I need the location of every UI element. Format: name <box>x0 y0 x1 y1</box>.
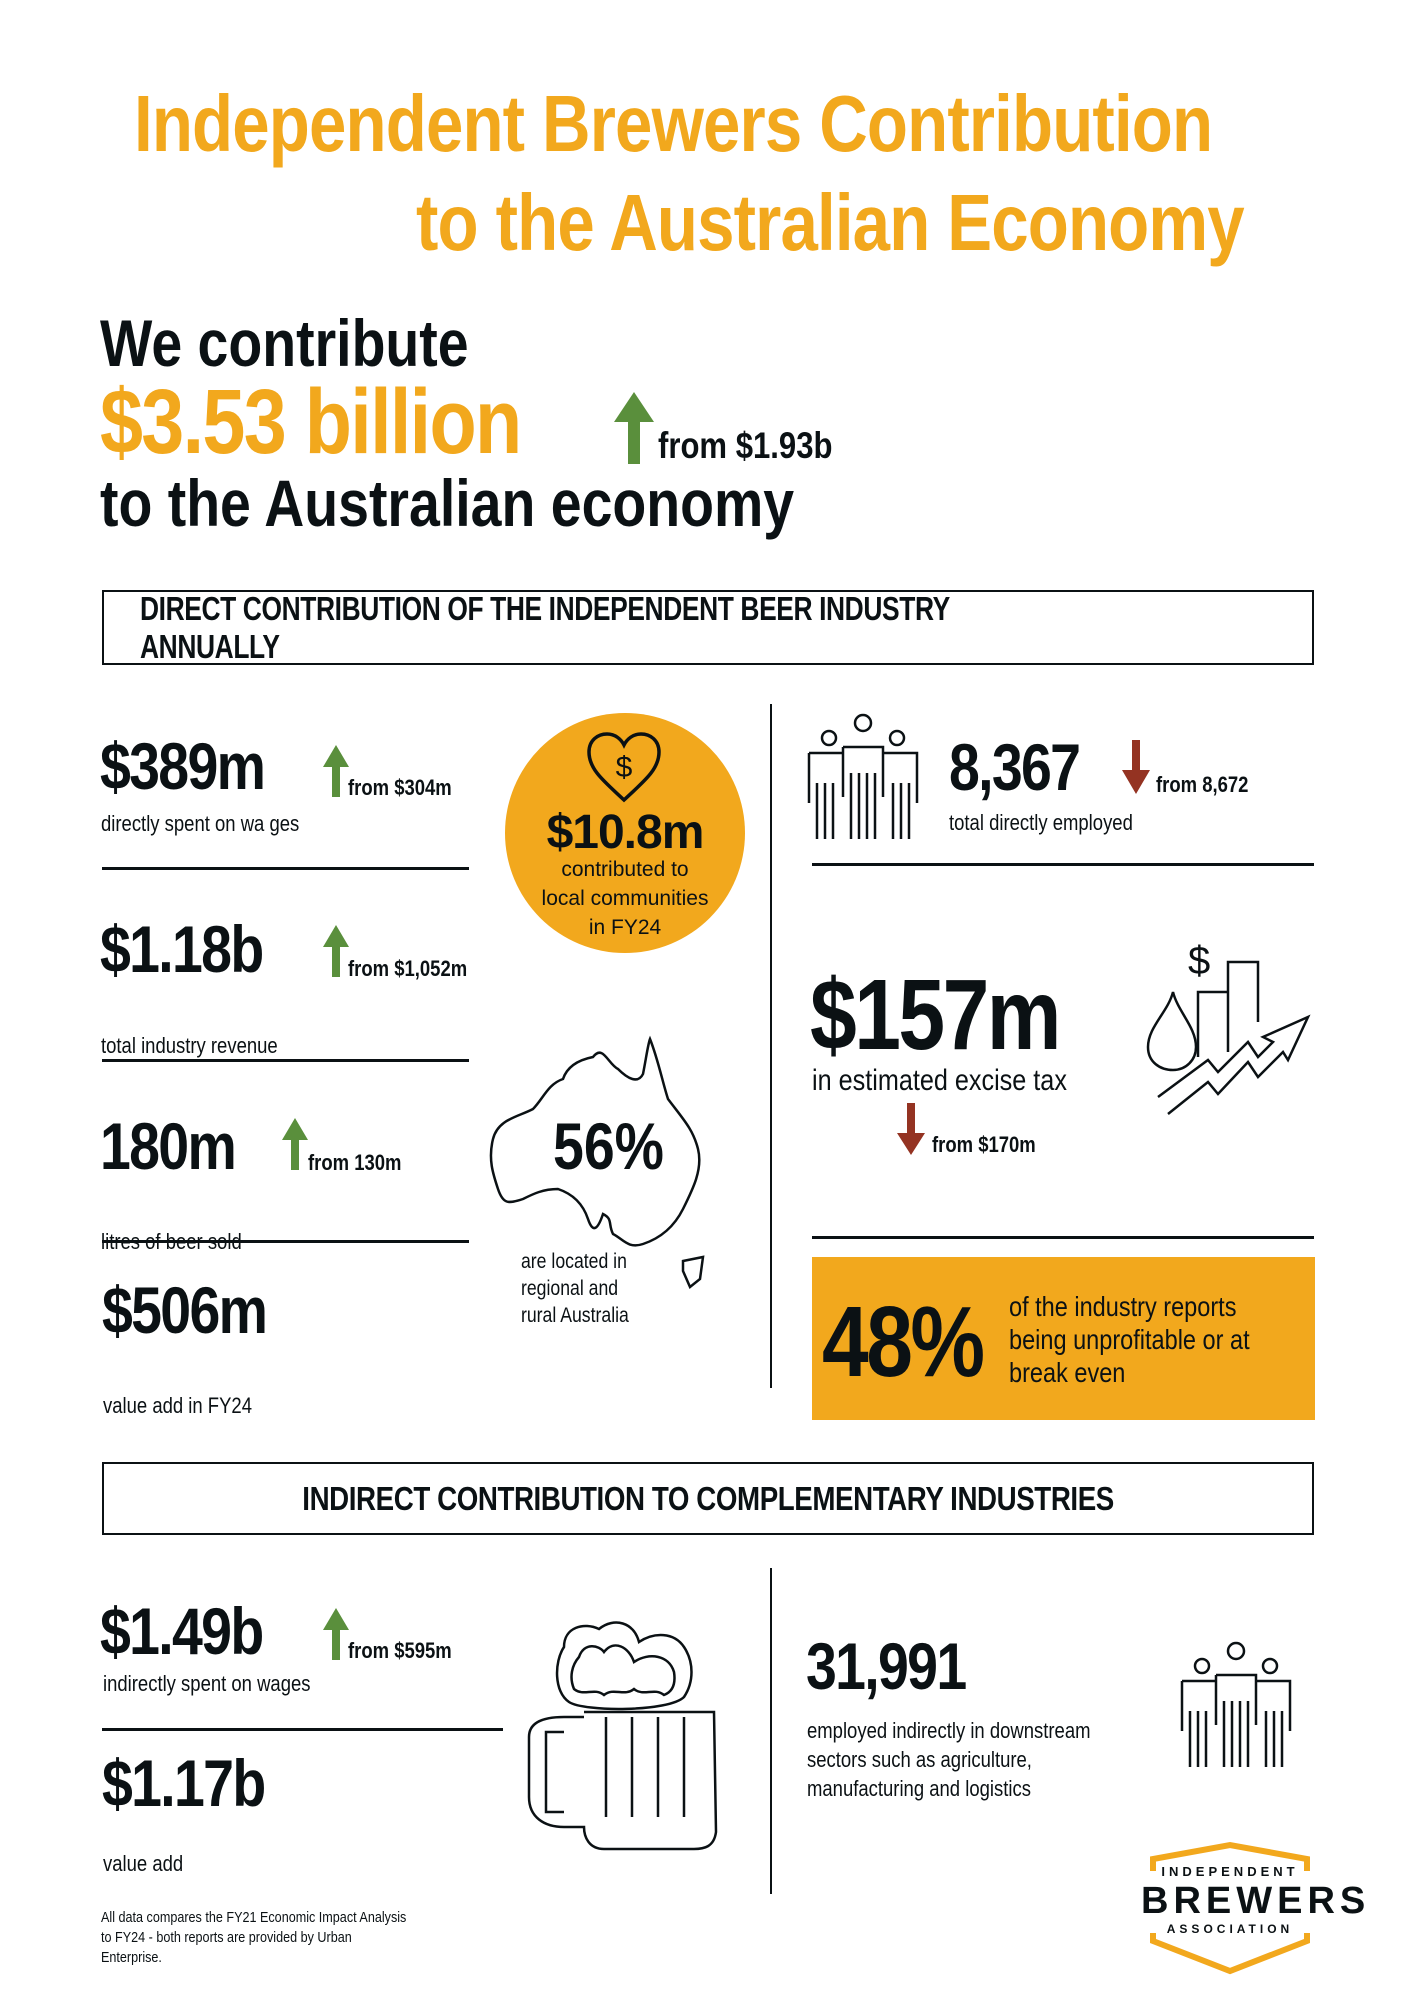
hero-change: from $1.93b <box>658 425 833 466</box>
column-divider <box>770 704 772 1388</box>
beer-mug-icon <box>527 1621 718 1851</box>
logo-line1: INDEPENDENT <box>1161 1864 1299 1879</box>
indirect-wages-label: indirectly spent on wages <box>103 1671 311 1696</box>
direct-wages-change: from $304m <box>348 775 452 800</box>
column-divider <box>770 1568 772 1894</box>
direct-litres-change: from 130m <box>308 1150 402 1175</box>
australia-map-icon <box>489 1035 705 1289</box>
divider <box>812 1236 1314 1239</box>
indirect-value-add-label: value add <box>103 1851 184 1876</box>
indirect-wages-value: $1.49b <box>100 1594 264 1668</box>
direct-revenue-value: $1.18b <box>100 912 264 986</box>
regional-value: 56% <box>553 1109 664 1183</box>
people-icon <box>807 713 919 839</box>
community-value: $10.8m <box>546 806 705 859</box>
direct-revenue-label: total industry revenue <box>101 1033 278 1058</box>
divider <box>102 1240 469 1243</box>
indirect-employed-value: 31,991 <box>806 1629 967 1703</box>
divider <box>812 863 1314 866</box>
direct-value-add-label: value add in FY24 <box>103 1393 252 1418</box>
regional-label: are located in regional and rural Australi… <box>521 1250 629 1327</box>
arrow-up-icon <box>323 745 349 797</box>
employed-value: 8,367 <box>949 730 1081 804</box>
employed-change: from 8,672 <box>1156 772 1249 797</box>
svg-text:$: $ <box>616 751 633 784</box>
indirect-section-heading: INDIRECT CONTRIBUTION TO COMPLEMENTARY I… <box>102 1462 1314 1535</box>
arrow-up-icon <box>614 392 654 464</box>
arrow-up-icon <box>323 1608 349 1660</box>
unprofitable-label: of the industry reports being unprofitabl… <box>1009 1291 1250 1388</box>
excise-change: from $170m <box>932 1132 1036 1157</box>
excise-value: $157m <box>810 959 1061 1071</box>
arrow-up-icon <box>323 925 349 977</box>
divider <box>102 1728 503 1731</box>
people-icon <box>1180 1641 1292 1767</box>
hero-prefix: We contribute <box>100 306 469 380</box>
divider <box>102 1059 469 1062</box>
unprofitable-box <box>812 1257 1315 1420</box>
indirect-employed-label: employed indirectly in downstream sectors… <box>807 1718 1091 1801</box>
tax-chart-icon: $ <box>1146 939 1311 1115</box>
direct-section-heading: DIRECT CONTRIBUTION OF THE INDEPENDENT B… <box>102 590 1314 665</box>
logo-line2: BREWERS <box>1141 1880 1371 1922</box>
divider <box>102 867 469 870</box>
direct-litres-value: 180m <box>100 1109 237 1183</box>
unprofitable-value: 48% <box>822 1286 985 1398</box>
employed-label: total directly employed <box>949 810 1133 835</box>
arrow-up-icon <box>282 1118 308 1170</box>
arrow-down-icon <box>1122 740 1150 794</box>
hero-amount: $3.53 billion <box>100 371 522 473</box>
direct-value-add-value: $506m <box>102 1273 268 1347</box>
footnote: All data compares the FY21 Economic Impa… <box>101 1909 407 1966</box>
excise-label: in estimated excise tax <box>812 1064 1067 1097</box>
svg-text:$: $ <box>1188 939 1210 983</box>
logo-line3: ASSOCIATION <box>1166 1922 1294 1936</box>
brewers-association-logo <box>1150 1841 1310 1975</box>
community-circle <box>505 713 745 953</box>
arrow-down-icon <box>897 1103 925 1155</box>
indirect-value-add-value: $1.17b <box>102 1746 266 1820</box>
direct-wages-value: $389m <box>100 729 266 803</box>
direct-wages-label: directly spent on wa ges <box>101 811 300 836</box>
community-label: contributed to local communities in FY24 <box>541 858 709 939</box>
hero-suffix: to the Australian economy <box>100 466 795 540</box>
page-title-line2: to the Australian Economy <box>416 178 1245 267</box>
heart-dollar-icon: $ <box>587 732 661 803</box>
page-title-line1: Independent Brewers Contribution <box>134 79 1213 168</box>
indirect-wages-change: from $595m <box>348 1638 452 1663</box>
direct-revenue-change: from $1,052m <box>348 956 468 981</box>
